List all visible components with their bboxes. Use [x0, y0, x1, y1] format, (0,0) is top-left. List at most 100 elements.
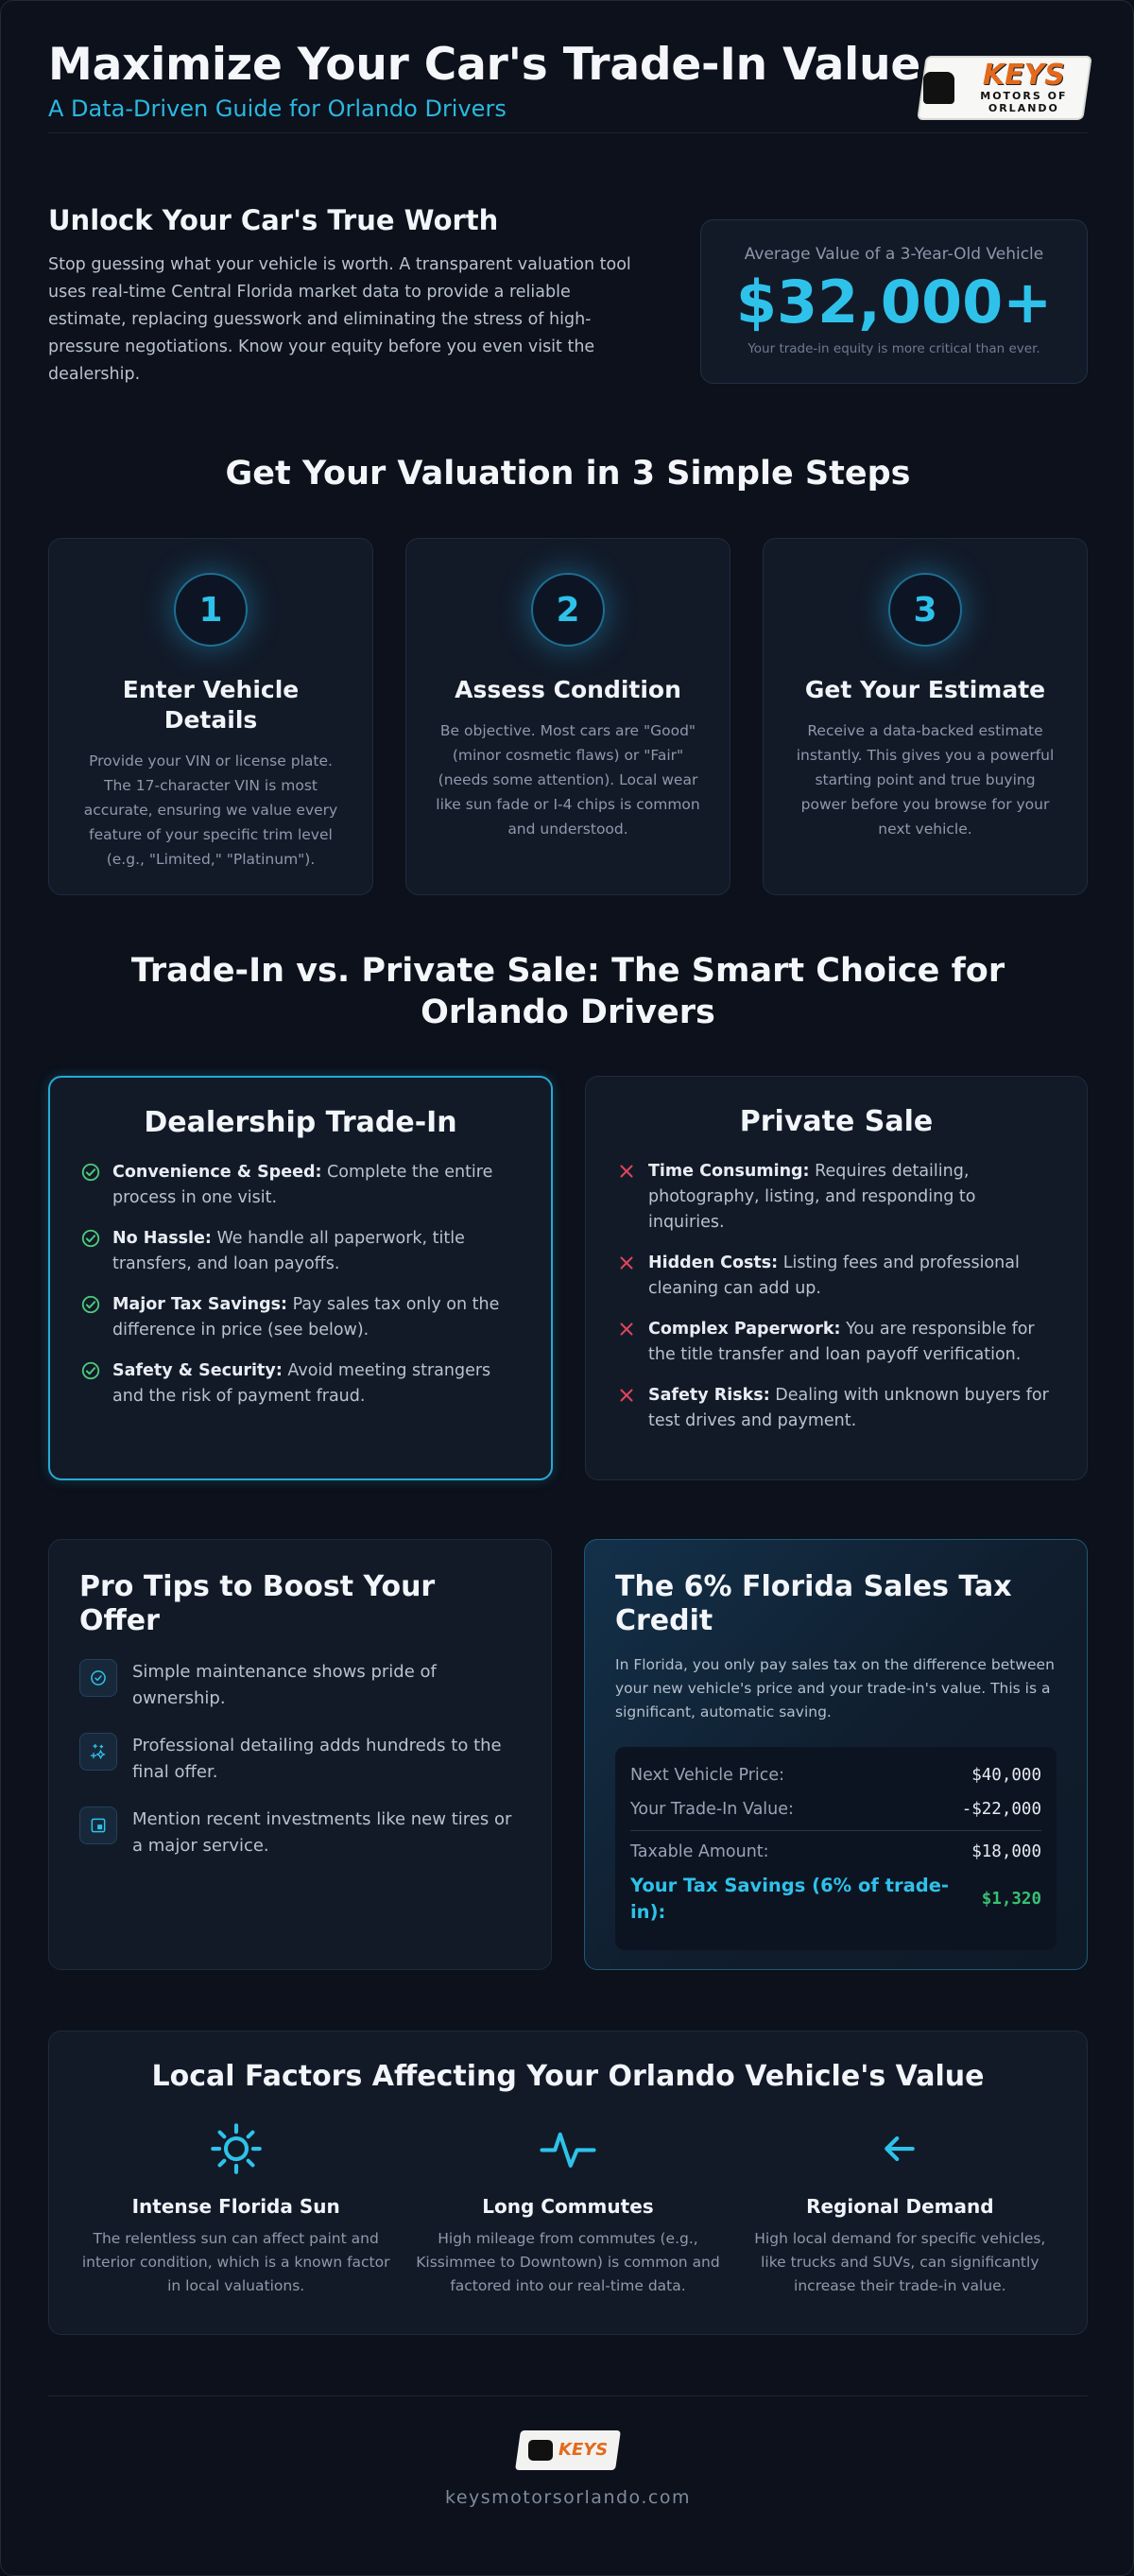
list-item: Safety Risks: Dealing with unknown buyer…: [616, 1383, 1057, 1434]
page-subtitle: A Data-Driven Guide for Orlando Drivers: [48, 95, 507, 122]
list-item: Major Tax Savings: Pay sales tax only on…: [80, 1292, 521, 1343]
item-text: Avoid meeting strangers and the risk of …: [112, 1361, 491, 1406]
keys-motors-logo[interactable]: KEYS MOTORS OF ORLANDO: [917, 56, 1092, 120]
factor-title: Intense Florida Sun: [131, 2195, 340, 2218]
savings-value: $1,320: [981, 1890, 1041, 1909]
tax-row: Next Vehicle Price: $40,000: [630, 1762, 1041, 1789]
item-text: Pay sales tax only on the difference in …: [112, 1295, 500, 1340]
tax-divider: [630, 1830, 1041, 1831]
car-silhouette-icon: [527, 2440, 553, 2461]
x-mark-icon: [620, 1389, 633, 1402]
tip-text: Simple maintenance shows pride of owners…: [132, 1662, 437, 1708]
car-silhouette-icon: [923, 72, 955, 104]
website-link[interactable]: keysmotorsorlando.com: [445, 2487, 691, 2508]
taxable-row: Taxable Amount: $18,000: [630, 1839, 1041, 1865]
check-badge-icon: [79, 1659, 117, 1697]
pro-tips-card: Pro Tips to Boost Your Offer Simple main…: [48, 1539, 552, 1970]
steps-title: Get Your Valuation in 3 Simple Steps: [225, 455, 911, 493]
x-mark-icon: [620, 1256, 633, 1270]
item-text: Listing fees and professional cleaning c…: [648, 1253, 1020, 1298]
private-sale-heading: Private Sale: [739, 1105, 934, 1138]
step-title: Enter Vehicle Details: [122, 676, 300, 734]
factor-body: The relentless sun can affect paint and …: [81, 2230, 390, 2294]
check-circle-icon: [81, 1361, 100, 1380]
local-heading: Local Factors Affecting Your Orlando Veh…: [151, 2060, 985, 2093]
list-item: Complex Paperwork: You are responsible f…: [616, 1317, 1057, 1368]
footer-logo[interactable]: KEYS: [515, 2430, 621, 2470]
x-mark-icon: [620, 1323, 633, 1336]
tax-credit-card: The 6% Florida Sales Tax Credit In Flori…: [584, 1539, 1088, 1970]
intro-section: Unlock Your Car's True Worth Stop guessi…: [48, 204, 1088, 393]
sparkle-icon: [79, 1733, 117, 1771]
step-title: Get Your Estimate: [804, 676, 1046, 703]
item-bold: Convenience & Speed:: [112, 1163, 322, 1182]
pulse-icon: [535, 2116, 601, 2182]
page-footer: KEYS keysmotorsorlando.com: [48, 2395, 1088, 2528]
tax-calculation: Next Vehicle Price: $40,000 Your Trade-I…: [615, 1747, 1057, 1950]
trade-in-card: Dealership Trade-In Convenience & Speed:…: [48, 1076, 553, 1480]
step-number: 3: [888, 573, 962, 647]
tax-row-label: Next Vehicle Price:: [630, 1766, 785, 1785]
sun-icon: [203, 2116, 269, 2182]
item-bold: Time Consuming:: [648, 1162, 810, 1181]
factor-body: High mileage from commutes (e.g., Kissim…: [416, 2230, 720, 2294]
item-text: We handle all paperwork, title transfers…: [112, 1229, 465, 1273]
stat-label: Average Value of a 3-Year-Old Vehicle: [744, 245, 1044, 264]
savings-row: Your Tax Savings (6% of trade-in): $1,32…: [630, 1873, 1041, 1926]
steps-row: 1 Enter Vehicle Details Provide your VIN…: [48, 538, 1088, 895]
item-bold: Major Tax Savings:: [112, 1295, 288, 1314]
factor-item: Intense Florida Sun The relentless sun c…: [70, 2116, 402, 2298]
item-bold: Safety Risks:: [648, 1386, 770, 1405]
list-item: Time Consuming: Requires detailing, phot…: [616, 1159, 1057, 1236]
item-bold: Hidden Costs:: [648, 1253, 779, 1272]
arrow-left-icon: [867, 2116, 933, 2182]
tip-item: Professional detailing adds hundreds to …: [79, 1733, 521, 1786]
factor-title: Long Commutes: [482, 2195, 654, 2218]
list-item: Convenience & Speed: Complete the entire…: [80, 1160, 521, 1211]
tip-text: Mention recent investments like new tire…: [132, 1809, 512, 1856]
tax-row: Your Trade-In Value: -$22,000: [630, 1796, 1041, 1823]
list-item: No Hassle: We handle all paperwork, titl…: [80, 1226, 521, 1277]
item-bold: No Hassle:: [112, 1229, 212, 1248]
local-factors-card: Local Factors Affecting Your Orlando Veh…: [48, 2031, 1088, 2335]
stat-card: Average Value of a 3-Year-Old Vehicle $3…: [700, 219, 1088, 384]
intro-body: Stop guessing what your vehicle is worth…: [48, 255, 631, 384]
step-body: Be objective. Most cars are "Good" (mino…: [436, 722, 700, 838]
list-item: Hidden Costs: Listing fees and professio…: [616, 1251, 1057, 1302]
receipt-icon: [79, 1807, 117, 1844]
check-circle-icon: [81, 1229, 100, 1248]
step-card: 1 Enter Vehicle Details Provide your VIN…: [48, 538, 373, 895]
tip-item: Simple maintenance shows pride of owners…: [79, 1659, 521, 1712]
logo-tagline: MOTORS OF ORLANDO: [980, 90, 1068, 114]
step-card: 2 Assess Condition Be objective. Most ca…: [405, 538, 730, 895]
factor-body: High local demand for specific vehicles,…: [754, 2230, 1046, 2294]
x-mark-icon: [620, 1165, 633, 1178]
step-title: Assess Condition: [455, 676, 681, 703]
item-text: Dealing with unknown buyers for test dri…: [648, 1386, 1049, 1430]
item-bold: Complex Paperwork:: [648, 1320, 841, 1339]
tips-tax-row: Pro Tips to Boost Your Offer Simple main…: [48, 1539, 1088, 1970]
private-sale-card: Private Sale Time Consuming: Requires de…: [585, 1076, 1088, 1480]
step-number: 1: [174, 573, 248, 647]
step-body: Provide your VIN or license plate. The 1…: [83, 752, 338, 868]
tax-row-value: $40,000: [971, 1766, 1041, 1785]
step-number: 2: [531, 573, 605, 647]
tip-text: Professional detailing adds hundreds to …: [132, 1736, 502, 1782]
tip-item: Mention recent investments like new tire…: [79, 1807, 521, 1859]
footer-logo-brand: KEYS: [558, 2440, 609, 2460]
tax-heading: The 6% Florida Sales Tax Credit: [615, 1570, 1012, 1637]
step-card: 3 Get Your Estimate Receive a data-backe…: [763, 538, 1088, 895]
tax-row-value: -$22,000: [961, 1800, 1041, 1819]
list-item: Safety & Security: Avoid meeting strange…: [80, 1358, 521, 1409]
stat-note: Your trade-in equity is more critical th…: [747, 341, 1040, 356]
check-circle-icon: [81, 1295, 100, 1314]
stat-value: $32,000+: [735, 268, 1053, 337]
factor-item: Regional Demand High local demand for sp…: [734, 2116, 1066, 2298]
page-title: Maximize Your Car's Trade-In Value: [48, 39, 921, 91]
savings-label: Your Tax Savings (6% of trade-in):: [630, 1875, 950, 1923]
factor-item: Long Commutes High mileage from commutes…: [402, 2116, 733, 2298]
item-text: Requires detailing, photography, listing…: [648, 1162, 976, 1232]
item-bold: Safety & Security:: [112, 1361, 283, 1380]
logo-brand: KEYS: [983, 59, 1066, 92]
